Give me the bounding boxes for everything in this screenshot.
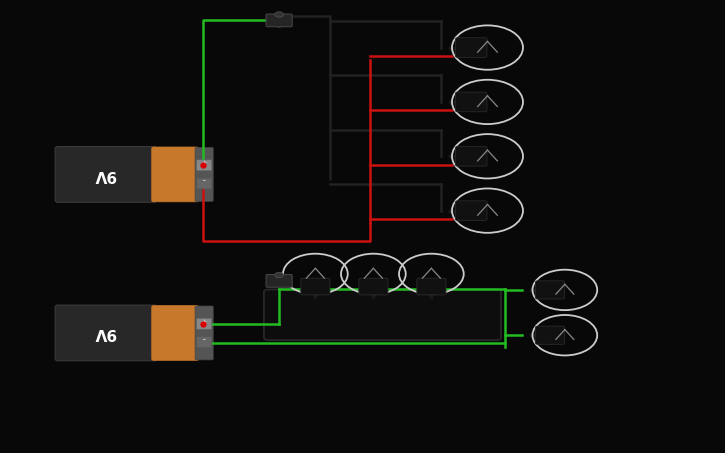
FancyBboxPatch shape	[455, 92, 487, 112]
FancyBboxPatch shape	[196, 160, 212, 171]
FancyBboxPatch shape	[301, 278, 330, 295]
FancyBboxPatch shape	[359, 278, 388, 295]
Text: -: -	[203, 335, 205, 344]
FancyBboxPatch shape	[196, 318, 212, 329]
Text: 9V: 9V	[94, 325, 117, 341]
FancyBboxPatch shape	[196, 337, 212, 347]
Text: -: -	[203, 176, 205, 185]
FancyBboxPatch shape	[55, 305, 157, 361]
Text: +: +	[202, 160, 207, 165]
FancyBboxPatch shape	[455, 201, 487, 221]
FancyBboxPatch shape	[196, 178, 212, 189]
FancyBboxPatch shape	[266, 14, 292, 27]
FancyBboxPatch shape	[455, 38, 487, 58]
FancyBboxPatch shape	[152, 147, 199, 202]
FancyBboxPatch shape	[152, 305, 199, 361]
FancyBboxPatch shape	[536, 281, 565, 299]
FancyBboxPatch shape	[195, 306, 213, 360]
FancyBboxPatch shape	[417, 278, 446, 295]
FancyBboxPatch shape	[55, 147, 157, 202]
FancyBboxPatch shape	[266, 275, 292, 287]
Circle shape	[275, 12, 283, 17]
Text: 9V: 9V	[94, 167, 117, 182]
Text: +: +	[202, 319, 207, 324]
FancyBboxPatch shape	[536, 326, 565, 344]
FancyBboxPatch shape	[455, 146, 487, 166]
FancyBboxPatch shape	[264, 289, 501, 340]
Circle shape	[275, 272, 283, 278]
FancyBboxPatch shape	[195, 148, 213, 201]
